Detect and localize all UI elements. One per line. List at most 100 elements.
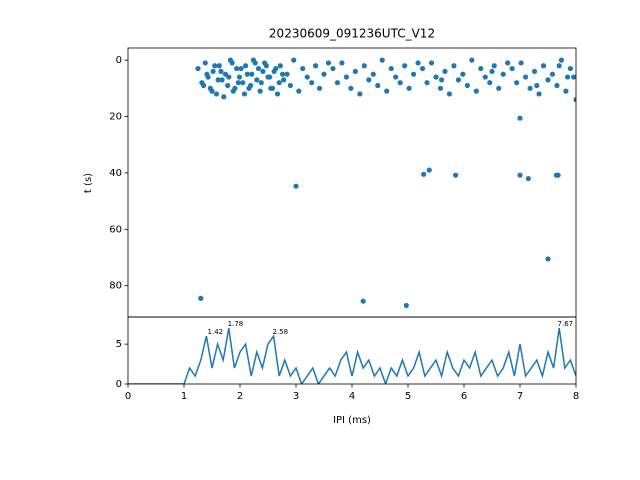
point: [330, 65, 336, 72]
point: [232, 85, 238, 91]
point: [556, 63, 562, 69]
point: [446, 91, 453, 97]
point: [300, 65, 306, 72]
point: [509, 65, 515, 72]
point: [254, 77, 260, 83]
point: [419, 65, 426, 72]
point: [263, 63, 269, 69]
point: [469, 57, 475, 63]
point: [316, 85, 323, 91]
point: [218, 68, 224, 75]
point: [571, 74, 576, 80]
point: [334, 80, 341, 86]
x-tick-label: 4: [349, 391, 355, 402]
point: [210, 68, 216, 75]
point: [534, 82, 540, 89]
point: [274, 91, 281, 97]
point: [421, 171, 427, 177]
point: [267, 74, 273, 80]
point: [357, 91, 363, 97]
line: [128, 328, 576, 384]
point: [236, 74, 243, 80]
point: [411, 71, 417, 77]
point: [424, 80, 430, 86]
point: [209, 88, 215, 94]
point: [339, 60, 345, 66]
point: [397, 80, 403, 86]
point: [293, 183, 299, 189]
point: [531, 68, 538, 75]
annotation: 1.78: [228, 320, 244, 328]
x-tick-label: 6: [461, 391, 467, 402]
point: [360, 298, 366, 304]
point: [234, 65, 240, 72]
y-axis-label: t (s): [83, 173, 94, 193]
point: [244, 71, 250, 77]
point: [225, 82, 231, 89]
point: [487, 80, 493, 86]
point: [451, 63, 457, 69]
point: [514, 80, 520, 86]
y-tick-label: 80: [109, 281, 122, 292]
point: [258, 80, 264, 86]
point: [241, 91, 248, 97]
point: [545, 77, 551, 83]
point: [309, 80, 315, 86]
point: [219, 77, 225, 83]
point: [287, 82, 293, 89]
point: [255, 65, 262, 72]
point: [496, 85, 502, 91]
point: [517, 172, 523, 178]
point: [536, 91, 542, 97]
point: [437, 85, 444, 91]
point: [527, 85, 533, 91]
point: [260, 68, 266, 75]
annotation: 7.67: [558, 320, 574, 328]
point: [558, 57, 565, 63]
point: [343, 74, 349, 80]
point: [304, 74, 310, 80]
point: [284, 71, 290, 77]
point: [296, 88, 302, 94]
point: [565, 74, 571, 80]
point: [202, 60, 208, 66]
point: [384, 88, 390, 94]
point: [215, 77, 221, 83]
point: [482, 74, 488, 80]
x-axis-label: IPI (ms): [333, 415, 371, 426]
point: [321, 71, 327, 77]
point: [226, 74, 232, 80]
point: [464, 82, 470, 89]
point: [415, 60, 421, 66]
y-tick-label: 20: [109, 112, 122, 123]
point: [279, 71, 286, 77]
chart-title: 20230609_091236UTC_V12: [269, 27, 435, 41]
point: [238, 65, 244, 72]
point: [442, 68, 448, 75]
point: [491, 63, 497, 69]
point: [361, 63, 367, 69]
point: [518, 60, 524, 66]
point: [212, 63, 218, 69]
point: [379, 57, 385, 63]
point: [567, 65, 574, 72]
point: [281, 77, 287, 83]
point: [473, 88, 479, 94]
point: [204, 71, 210, 77]
point: [198, 295, 204, 301]
point: [554, 82, 560, 89]
x-tick-label: 0: [125, 391, 131, 402]
point: [221, 94, 227, 100]
point: [352, 68, 358, 75]
point: [489, 68, 495, 75]
point: [291, 57, 297, 63]
point: [195, 65, 201, 72]
point: [375, 82, 381, 89]
annotation: 1.42: [208, 328, 224, 336]
point: [370, 71, 376, 77]
x-tick-label: 3: [293, 391, 299, 402]
point: [248, 82, 254, 89]
point: [257, 88, 263, 94]
point: [277, 63, 283, 69]
